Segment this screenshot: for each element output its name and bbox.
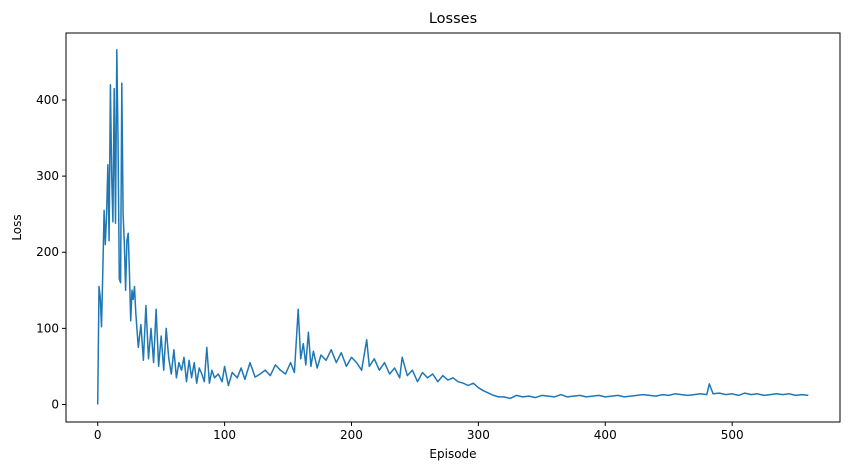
series-layer bbox=[96, 48, 809, 405]
y-axis: 0 100 200 300 400 bbox=[36, 93, 66, 411]
y-tick-label: 400 bbox=[36, 93, 59, 107]
x-axis-title: Episode bbox=[429, 447, 476, 461]
y-axis-title: Loss bbox=[10, 214, 24, 240]
x-tick-label: 400 bbox=[594, 428, 617, 442]
loss-series-line bbox=[96, 48, 809, 405]
x-tick-label: 300 bbox=[467, 428, 490, 442]
x-tick-label: 100 bbox=[213, 428, 236, 442]
x-tick-label: 0 bbox=[94, 428, 102, 442]
x-tick-label: 200 bbox=[340, 428, 363, 442]
chart-title: Losses bbox=[429, 11, 477, 27]
x-tick-label: 500 bbox=[721, 428, 744, 442]
y-tick-label: 100 bbox=[36, 321, 59, 335]
plot-area-frame bbox=[65, 32, 841, 423]
x-axis: 0 100 200 300 400 500 bbox=[94, 422, 744, 442]
y-tick-label: 0 bbox=[51, 397, 59, 411]
y-tick-label: 200 bbox=[36, 245, 59, 259]
y-tick-label: 300 bbox=[36, 169, 59, 183]
